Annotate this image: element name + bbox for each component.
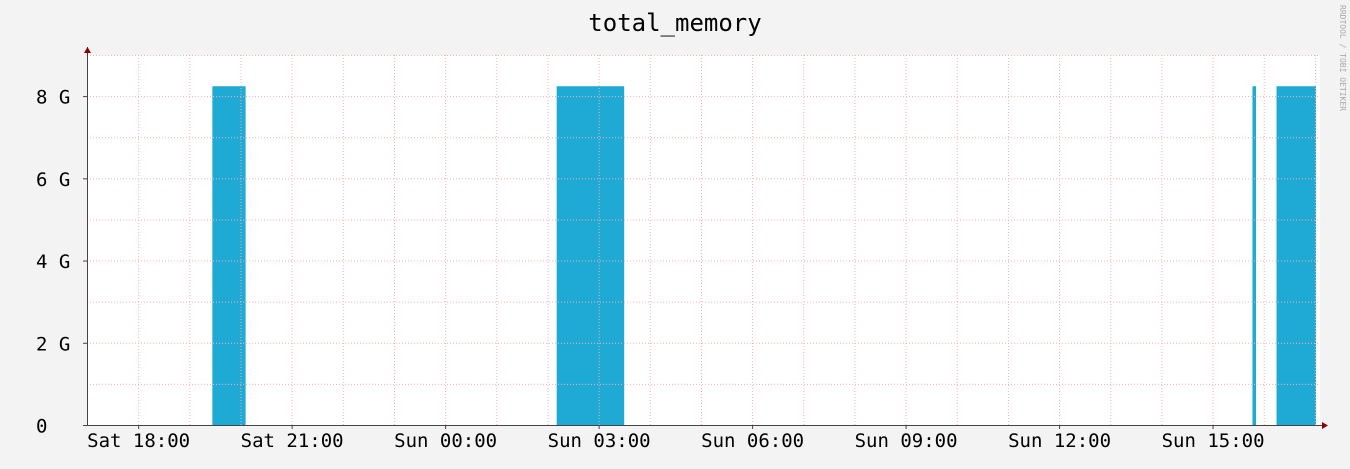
x-tick-label: Sun 03:00: [548, 430, 651, 452]
x-tick-label: Sat 18:00: [87, 430, 190, 452]
plot-area: [87, 55, 1320, 425]
series-segment-1: [556, 86, 625, 425]
y-axis-arrow: [84, 47, 91, 53]
series-segment-2: [1252, 86, 1257, 425]
series-segment-0: [212, 86, 246, 425]
x-tick-label: Sun 00:00: [394, 430, 497, 452]
x-tick-label: Sun 12:00: [1008, 430, 1111, 452]
chart-title: total_memory: [588, 9, 761, 37]
watermark: RRDTOOL / TOBI OETIKER: [1338, 5, 1347, 111]
y-tick-label: 6 G: [36, 169, 70, 191]
x-tick-label: Sat 21:00: [241, 430, 344, 452]
x-tick-label: Sun 09:00: [855, 430, 958, 452]
x-tick-label: Sun 15:00: [1162, 430, 1265, 452]
y-tick-label: 8 G: [36, 87, 70, 109]
y-tick-label: 0: [36, 416, 47, 438]
y-tick-label: 4 G: [36, 251, 70, 273]
y-tick-label: 2 G: [36, 333, 70, 355]
series-segment-3: [1276, 86, 1316, 425]
x-axis-arrow: [1322, 422, 1328, 429]
x-tick-label: Sun 06:00: [701, 430, 804, 452]
